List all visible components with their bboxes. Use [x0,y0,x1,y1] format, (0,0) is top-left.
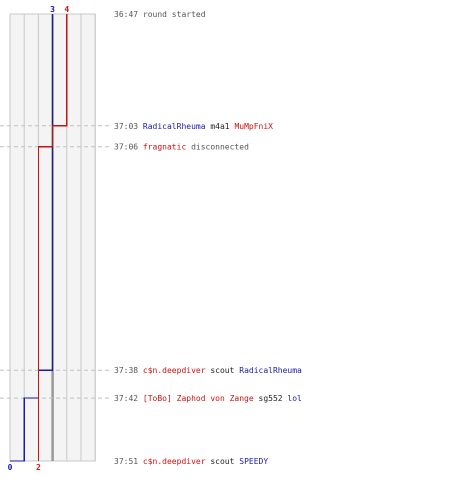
event-segment: RadicalRheuma [138,122,206,131]
event-segment: round started [138,10,206,19]
event-label-2: 37:06 fragnatic disconnected [114,143,249,152]
event-segment: lol [283,394,302,403]
event-segment: disconnected [186,143,249,152]
event-segment: fragnatic [138,143,186,152]
event-label-3: 37:38 c$n.deepdiver scout RadicalRheuma [114,366,302,375]
series-end-label-0: 0 [8,463,13,472]
event-segment: SPEEDY [234,457,268,466]
event-time: 37:51 [114,457,138,466]
event-label-0: 36:47 round started [114,10,206,19]
event-time: 37:03 [114,122,138,131]
event-label-5: 37:51 c$n.deepdiver scout SPEEDY [114,457,268,466]
event-segment: scout [206,457,235,466]
event-segment: scout [206,366,235,375]
event-time: 37:42 [114,394,138,403]
event-time: 36:47 [114,10,138,19]
series-start-label-0: 3 [50,5,55,14]
series-end-label-1: 2 [36,463,41,472]
event-segment: MuMpFniX [230,122,274,131]
event-segment: m4a1 [206,122,230,131]
event-time: 37:38 [114,366,138,375]
event-segment: [ToBo] Zaphod von Zange [138,394,254,403]
event-segment: c$n.deepdiver [138,457,206,466]
event-segment: sg552 [254,394,283,403]
series-start-label-1: 4 [64,5,69,14]
event-time: 37:06 [114,143,138,152]
event-segment: c$n.deepdiver [138,366,206,375]
event-label-1: 37:03 RadicalRheuma m4a1 MuMpFniX [114,122,273,131]
series-line-1 [37,14,68,461]
event-segment: RadicalRheuma [234,366,302,375]
event-label-4: 37:42 [ToBo] Zaphod von Zange sg552 lol [114,394,302,403]
